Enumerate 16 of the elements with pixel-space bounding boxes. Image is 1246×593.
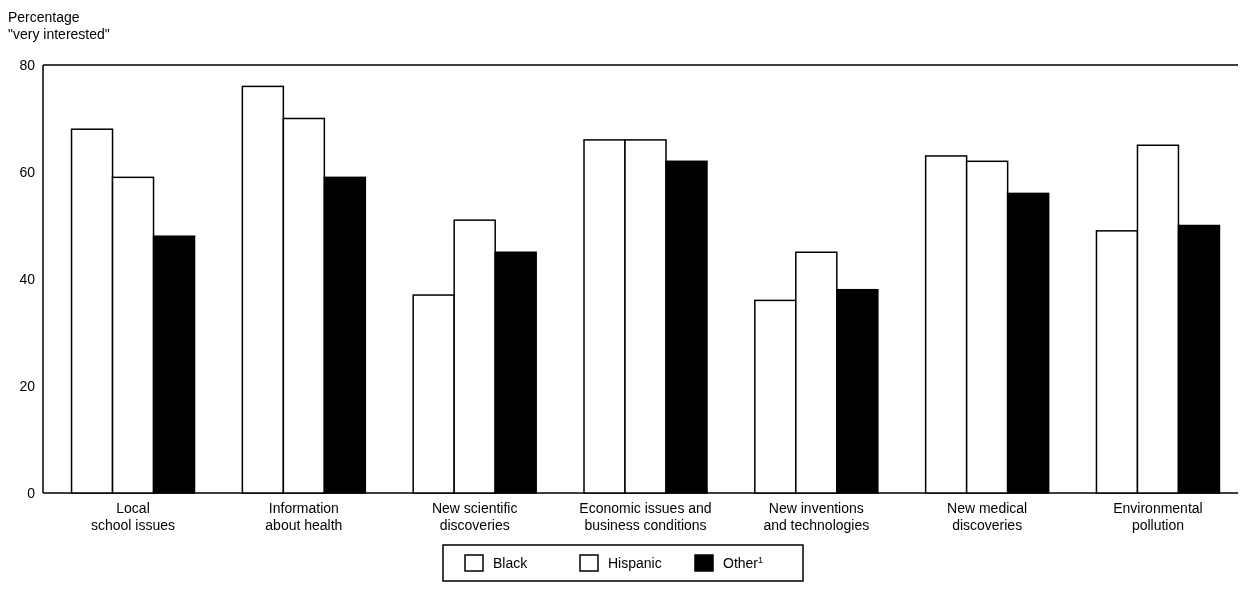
y-axis-title: Percentage "very interested" bbox=[8, 9, 110, 42]
y-tick-label: 20 bbox=[19, 378, 36, 394]
y-tick-label: 0 bbox=[27, 485, 36, 501]
y-tick-label: 40 bbox=[19, 271, 36, 287]
legend-label: Other$^{1}$ bbox=[723, 555, 764, 571]
x-tick-label: Environmental pollution bbox=[1113, 500, 1203, 533]
legend-label: Hispanic bbox=[608, 555, 662, 571]
x-tick-label: New medical discoveries bbox=[947, 500, 1028, 533]
legend-label: Black bbox=[493, 555, 529, 571]
x-tick-label: Local school issues bbox=[91, 500, 176, 533]
x-tick-label: Economic issues and business conditions bbox=[579, 500, 712, 533]
y-tick-label: 80 bbox=[19, 57, 36, 73]
x-tick-label: Information about health bbox=[265, 500, 343, 533]
x-tick-label: New inventions and technologies bbox=[763, 500, 870, 533]
y-tick-label: 60 bbox=[19, 164, 36, 180]
x-tick-label: New scientific discoveries bbox=[431, 500, 518, 533]
